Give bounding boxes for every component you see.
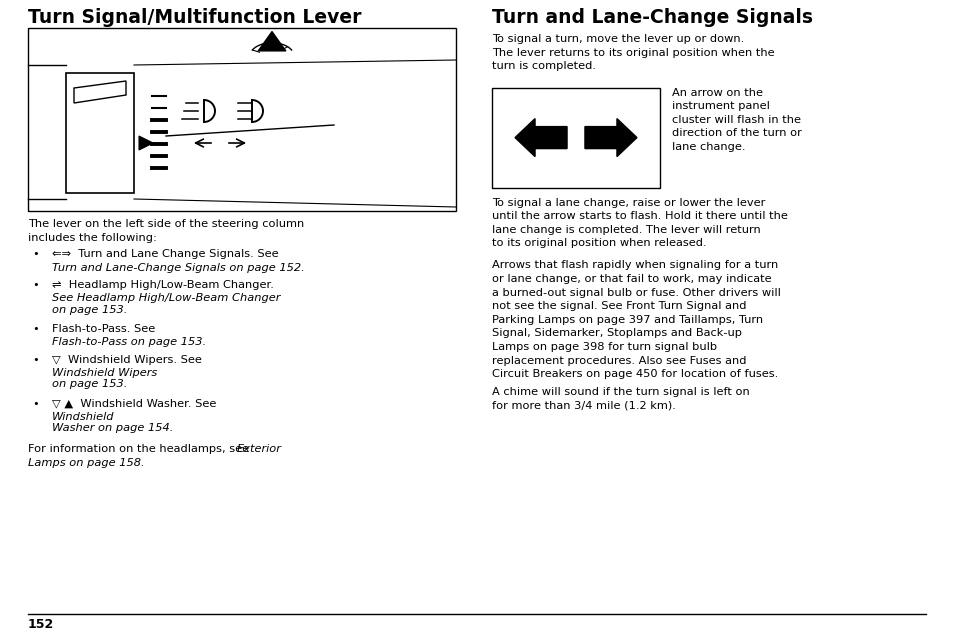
Text: Windshield
Washer on page 154.: Windshield Washer on page 154. <box>52 411 173 433</box>
Text: •: • <box>32 249 39 259</box>
Text: 152: 152 <box>28 618 54 631</box>
Polygon shape <box>139 136 152 150</box>
Text: ▽  Windshield Wipers. See: ▽ Windshield Wipers. See <box>52 355 205 364</box>
Text: Flash-to-Pass. See: Flash-to-Pass. See <box>52 324 159 334</box>
Text: Exterior: Exterior <box>236 445 281 455</box>
Text: Arrows that flash rapidly when signaling for a turn
or lane change, or that fail: Arrows that flash rapidly when signaling… <box>492 260 781 379</box>
Text: Lamps on page 158.: Lamps on page 158. <box>28 458 145 467</box>
Text: To signal a turn, move the lever up or down.
The lever returns to its original p: To signal a turn, move the lever up or d… <box>492 34 774 71</box>
Polygon shape <box>257 31 286 51</box>
Text: •: • <box>32 324 39 334</box>
Text: Windshield Wipers
on page 153.: Windshield Wipers on page 153. <box>52 368 157 389</box>
Text: ▽ ▲  Windshield Washer. See: ▽ ▲ Windshield Washer. See <box>52 399 220 408</box>
FancyArrow shape <box>584 118 637 156</box>
Polygon shape <box>74 81 126 103</box>
Bar <box>28 28 456 211</box>
Text: ⇐⇒  Turn and Lane Change Signals. See: ⇐⇒ Turn and Lane Change Signals. See <box>52 249 278 259</box>
Text: Turn and Lane-Change Signals on page 152.: Turn and Lane-Change Signals on page 152… <box>52 263 304 273</box>
Text: To signal a lane change, raise or lower the lever
until the arrow starts to flas: To signal a lane change, raise or lower … <box>492 198 787 249</box>
FancyArrow shape <box>515 118 566 156</box>
Text: Flash-to-Pass on page 153.: Flash-to-Pass on page 153. <box>52 337 206 347</box>
Text: ⇌  Headlamp High/Low-Beam Changer.: ⇌ Headlamp High/Low-Beam Changer. <box>52 280 274 290</box>
Text: See Headlamp High/Low-Beam Changer
on page 153.: See Headlamp High/Low-Beam Changer on pa… <box>52 293 280 315</box>
Text: An arrow on the
instrument panel
cluster will flash in the
direction of the turn: An arrow on the instrument panel cluster… <box>671 88 801 152</box>
Text: The lever on the left side of the steering column
includes the following:: The lever on the left side of the steeri… <box>28 219 304 242</box>
Text: •: • <box>32 355 39 364</box>
Text: For information on the headlamps, see: For information on the headlamps, see <box>28 445 253 455</box>
Bar <box>492 88 659 188</box>
Text: •: • <box>32 280 39 290</box>
Text: Turn and Lane-Change Signals: Turn and Lane-Change Signals <box>492 8 812 27</box>
Bar <box>66 73 133 193</box>
Text: A chime will sound if the turn signal is left on
for more than 3/4 mile (1.2 km): A chime will sound if the turn signal is… <box>492 387 749 411</box>
Text: Turn Signal/Multifunction Lever: Turn Signal/Multifunction Lever <box>28 8 361 27</box>
Text: •: • <box>32 399 39 408</box>
